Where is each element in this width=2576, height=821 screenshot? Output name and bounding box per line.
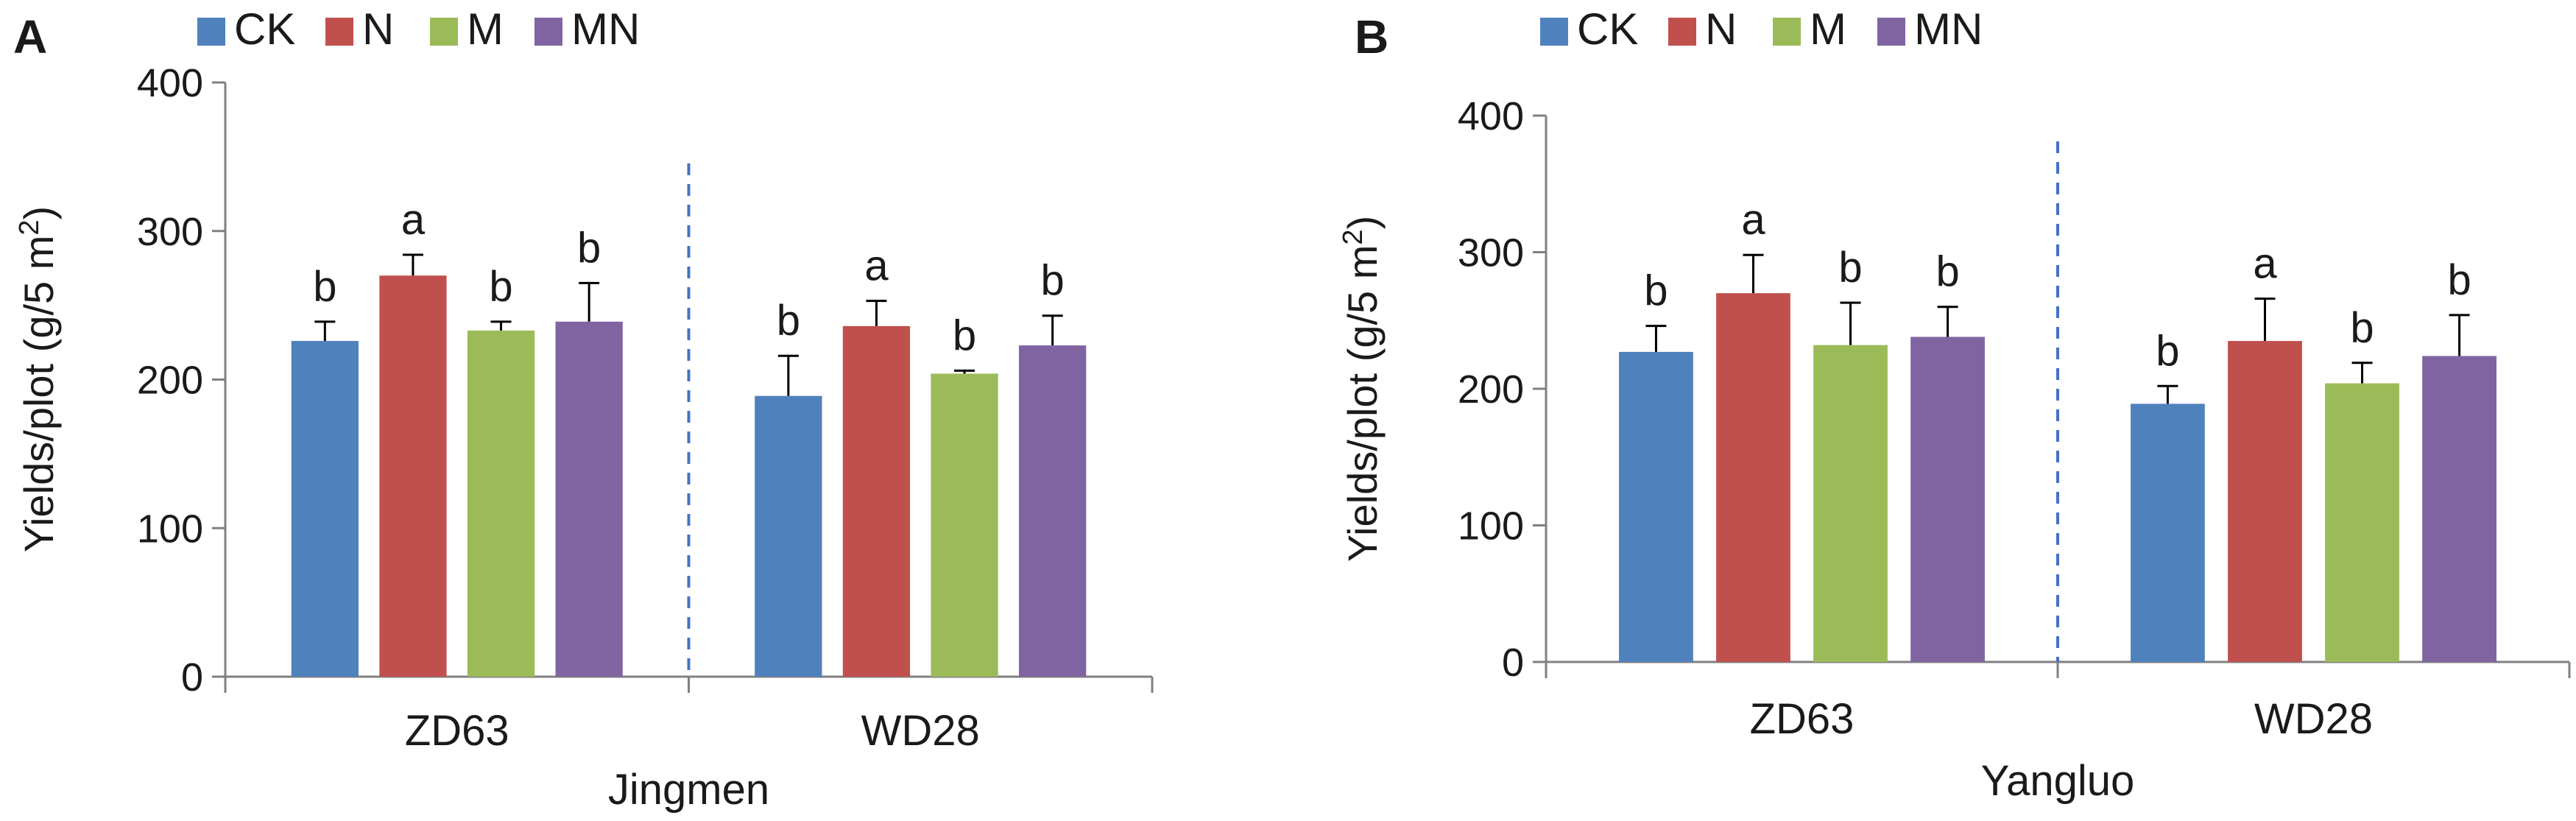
chart-panel-a: A CK N M MN 0 100 200 300 400 b a b b ZD63 b a b b WD28 Jing… [13,4,1154,814]
significance-letter: b [1838,244,1862,292]
bar-m-zd63 [1813,345,1888,662]
y-tick-label: 0 [181,655,203,700]
bar-ck-zd63 [1619,351,1693,662]
legend-label-ck: CK [1577,4,1638,54]
significance-letter: b [1644,267,1668,315]
significance-letter: b [2350,304,2374,352]
bar-n-zd63 [379,275,447,677]
y-axis-title-close: ) [15,206,62,220]
y-axis-title-base: Yields/plot (g/5 m [1339,245,1386,563]
y-tick-label: 100 [137,507,203,551]
bar-m-wd28 [2325,383,2399,662]
x-category-label: ZD63 [1750,695,1855,743]
y-tick-label: 300 [1458,231,1524,275]
legend: CK N M MN [1540,4,1983,54]
y-tick-label: 200 [1458,367,1524,412]
legend: CK N M MN [197,4,640,54]
bar-ck-wd28 [2131,404,2205,662]
x-axis-title: Jingmen [608,766,769,814]
chart-panel-b: B CK N M MN 0 100 200 300 400 b a b b ZD63 b a b b WD28 Yang… [1338,4,2571,805]
legend-swatch-m [1773,18,1801,46]
x-category-label: ZD63 [405,707,509,755]
bar-n-zd63 [1716,293,1790,662]
significance-letter: b [1935,248,1959,296]
y-tick-label: 0 [1502,641,1524,685]
legend-swatch-mn [534,18,562,46]
y-axis-title-sup: 2 [14,219,45,235]
bar-mn-zd63 [555,321,623,677]
x-axis-title: Yangluo [1981,757,2135,805]
significance-letter: b [777,297,800,345]
legend-swatch-n [325,18,353,46]
x-category-label: WD28 [2254,695,2373,743]
bar-m-zd63 [467,330,535,677]
y-tick-label: 400 [137,61,203,105]
significance-letter: b [577,224,601,272]
y-axis-title-base: Yields/plot (g/5 m [15,236,62,553]
bar-ck-zd63 [291,341,359,677]
significance-letter: a [401,196,426,244]
x-category-label: WD28 [861,707,980,755]
y-axis-title: Yields/plot (g/5 m2) [1338,216,1386,562]
y-tick-label: 200 [137,359,203,403]
significance-letter: b [313,263,336,311]
legend-label-n: N [362,4,394,54]
y-axis-title-sup: 2 [1338,229,1369,244]
bar-ck-wd28 [755,395,822,677]
panel-letter: B [1355,10,1388,63]
y-tick-label: 300 [137,210,203,254]
legend-swatch-mn [1877,18,1905,46]
legend-label-n: N [1705,4,1737,54]
bar-m-wd28 [931,373,998,677]
legend-label-ck: CK [234,4,295,54]
bar-n-wd28 [842,325,911,677]
legend-swatch-n [1668,18,1696,46]
legend-swatch-ck [1540,18,1568,46]
y-axis-title: Yields/plot (g/5 m2) [14,206,62,552]
significance-letter: a [1741,196,1765,244]
bar-mn-wd28 [1019,345,1087,677]
legend-label-m: M [467,4,504,54]
bar-mn-wd28 [2422,356,2496,662]
legend-label-mn: MN [571,4,640,54]
y-tick-label: 100 [1458,504,1524,549]
panel-letter: A [13,10,47,63]
y-axis-title-close: ) [1339,216,1386,230]
significance-letter: b [2447,256,2471,304]
legend-label-mn: MN [1914,4,1983,54]
bar-mn-zd63 [1910,336,1985,662]
significance-letter: a [2253,240,2277,288]
significance-letter: b [489,263,512,311]
legend-swatch-m [430,18,458,46]
legend-label-m: M [1810,4,1846,54]
significance-letter: b [1041,257,1065,305]
bar-n-wd28 [2228,341,2302,662]
significance-letter: a [864,242,889,290]
legend-swatch-ck [197,18,225,46]
y-tick-label: 400 [1458,94,1524,138]
significance-letter: b [2156,327,2179,375]
significance-letter: b [953,311,976,359]
